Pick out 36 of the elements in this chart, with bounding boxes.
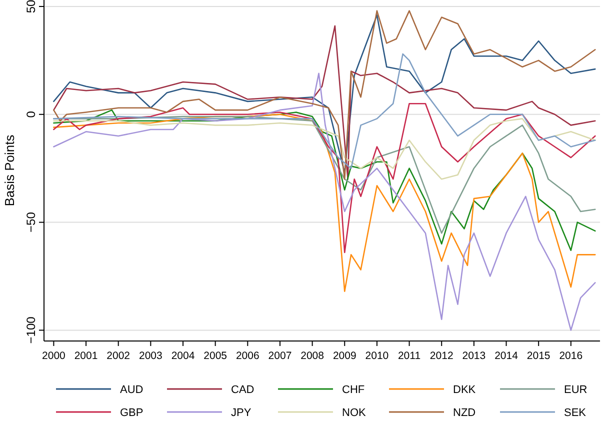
x-tick-label: 2015 [526, 350, 550, 362]
x-tick-label: 2014 [494, 350, 518, 362]
legend-label: CAD [231, 384, 254, 396]
line-series [53, 114, 596, 292]
legend-label: GBP [120, 407, 144, 419]
legend-label: CHF [342, 384, 365, 396]
x-tick-label: 2011 [398, 350, 421, 362]
line-series [53, 53, 596, 169]
x-tick-label: 2006 [236, 350, 260, 362]
x-tick-label: 2010 [365, 350, 389, 362]
x-tick-label: 2008 [300, 350, 324, 362]
legend-label: NOK [342, 407, 366, 419]
legend-label: EUR [564, 384, 588, 396]
y-axis-title: Basis Points [2, 134, 17, 206]
x-tick-label: 2012 [430, 350, 454, 362]
x-tick-label: 2007 [268, 350, 292, 362]
x-tick-label: 2001 [74, 350, 98, 362]
x-tick-label: 2004 [171, 350, 195, 362]
x-tick-label: 2000 [42, 350, 66, 362]
x-tick-label: 2009 [332, 350, 356, 362]
y-tick-label: 50 [24, 0, 38, 14]
x-tick-label: 2016 [559, 350, 583, 362]
x-tick-label: 2003 [138, 350, 163, 362]
x-tick-label: 2013 [462, 350, 486, 362]
line-series [53, 72, 596, 331]
legend-label: DKK [453, 384, 476, 396]
y-tick-label: −50 [24, 212, 38, 232]
line-series [53, 118, 596, 180]
legend-label: AUD [120, 384, 144, 396]
legend-label: JPY [231, 407, 252, 419]
y-tick-label: 0 [24, 110, 38, 118]
x-tick-label: 2002 [106, 350, 130, 362]
legend-label: NZD [453, 407, 476, 419]
x-tick-label: 2005 [204, 350, 228, 362]
y-tick-label: −100 [24, 316, 38, 344]
legend-label: SEK [564, 407, 587, 419]
